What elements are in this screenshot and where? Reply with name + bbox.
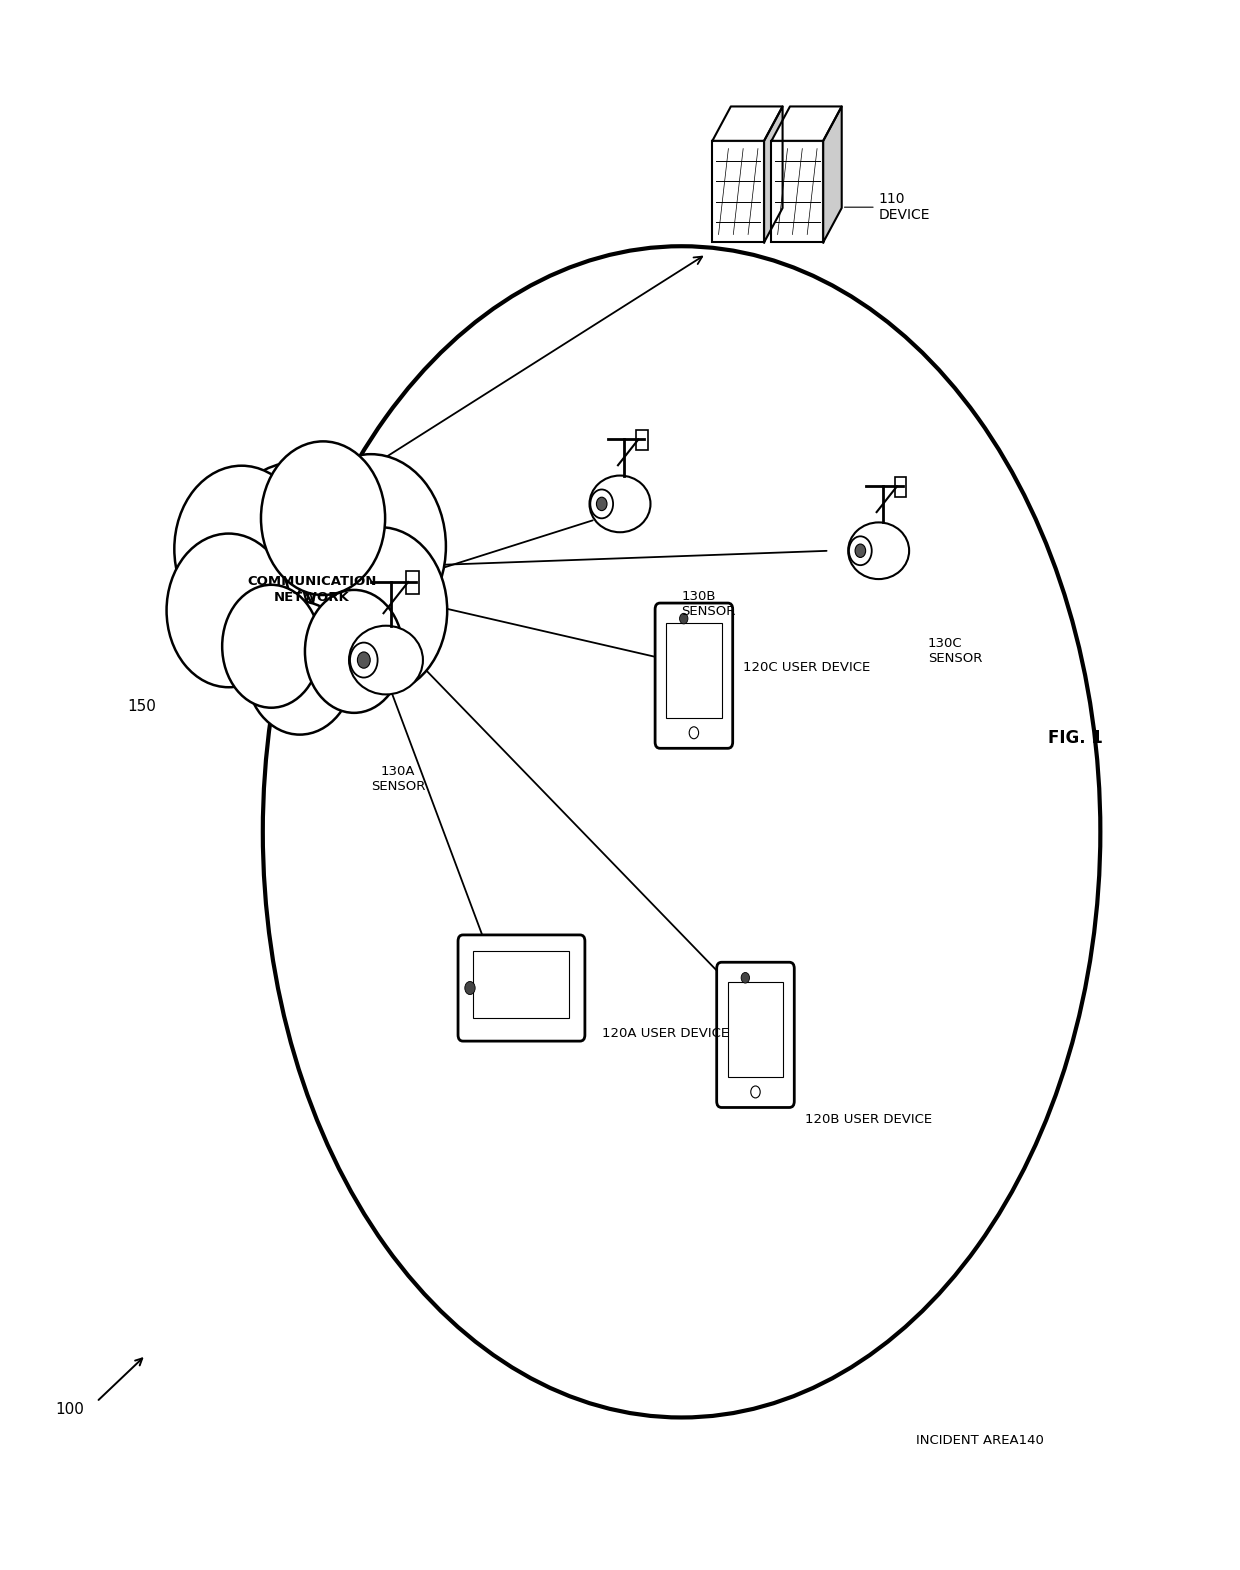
Circle shape — [465, 981, 475, 994]
Ellipse shape — [166, 534, 290, 688]
Bar — [895, 477, 906, 496]
Polygon shape — [712, 107, 782, 141]
Circle shape — [689, 727, 698, 739]
Ellipse shape — [260, 441, 386, 595]
Circle shape — [750, 1086, 760, 1097]
Ellipse shape — [589, 476, 651, 532]
Ellipse shape — [175, 466, 309, 633]
Bar — [474, 950, 569, 1017]
Bar — [405, 571, 419, 595]
Ellipse shape — [296, 454, 446, 639]
Ellipse shape — [848, 523, 909, 579]
Bar — [712, 141, 764, 242]
Bar — [771, 141, 823, 242]
Ellipse shape — [305, 590, 403, 713]
Text: INCIDENT AREA140: INCIDENT AREA140 — [915, 1435, 1044, 1448]
Bar — [666, 623, 722, 717]
Polygon shape — [823, 107, 842, 242]
Polygon shape — [771, 107, 842, 141]
Text: 120A USER DEVICE: 120A USER DEVICE — [601, 1027, 729, 1039]
Text: COMMUNICATION
NETWORK: COMMUNICATION NETWORK — [248, 575, 377, 604]
Bar — [636, 430, 647, 449]
Polygon shape — [764, 107, 782, 242]
Text: 100: 100 — [56, 1402, 84, 1418]
Text: 110
DEVICE: 110 DEVICE — [844, 192, 930, 223]
Ellipse shape — [348, 626, 423, 694]
Text: 120C USER DEVICE: 120C USER DEVICE — [743, 661, 870, 675]
Circle shape — [680, 614, 688, 623]
Ellipse shape — [222, 584, 320, 708]
FancyBboxPatch shape — [717, 962, 795, 1107]
FancyBboxPatch shape — [655, 603, 733, 749]
Circle shape — [357, 652, 371, 669]
Ellipse shape — [312, 528, 448, 694]
Text: 120B USER DEVICE: 120B USER DEVICE — [805, 1113, 932, 1126]
Circle shape — [590, 490, 613, 518]
Circle shape — [596, 498, 608, 510]
Ellipse shape — [246, 601, 355, 735]
Bar — [728, 981, 784, 1077]
Text: 150: 150 — [128, 699, 156, 714]
Text: FIG. 1: FIG. 1 — [1048, 728, 1104, 747]
Text: 130A
SENSOR: 130A SENSOR — [371, 765, 425, 793]
Text: 130C
SENSOR: 130C SENSOR — [928, 637, 982, 664]
Circle shape — [350, 642, 378, 678]
Ellipse shape — [207, 462, 393, 686]
FancyBboxPatch shape — [458, 934, 585, 1041]
Text: 130B
SENSOR: 130B SENSOR — [682, 590, 737, 617]
Circle shape — [856, 545, 866, 557]
Circle shape — [742, 972, 749, 983]
Ellipse shape — [263, 246, 1100, 1418]
Circle shape — [849, 537, 872, 565]
